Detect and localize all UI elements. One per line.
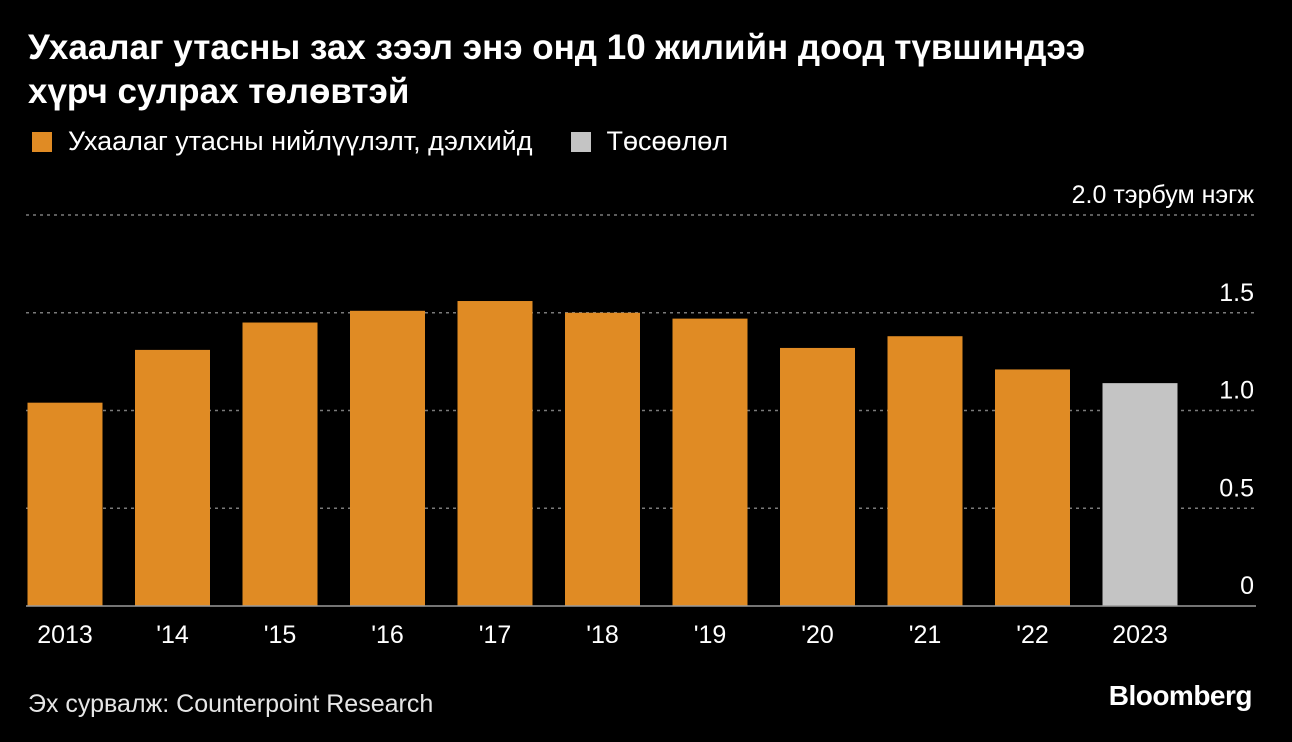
x-tick-label: '15: [264, 621, 297, 649]
legend-item-forecast: Төсөөлөл: [570, 126, 729, 157]
chart-title-line-2: хүрч сулрах төлөвтэй: [28, 72, 410, 111]
x-tick-label: '16: [371, 621, 404, 649]
bar-19: [672, 318, 748, 606]
legend-label-forecast: Төсөөлөл: [606, 126, 729, 156]
legend: Ухаалаг утасны нийлүүлэлт, дэлхийд Төсөө…: [32, 126, 766, 157]
legend-item-shipments: Ухаалаг утасны нийлүүлэлт, дэлхийд: [32, 126, 533, 157]
bar-16: [350, 310, 425, 606]
bar-17: [457, 301, 533, 606]
chart-title-line-1: Ухаалаг утасны зах зээл энэ онд 10 жилий…: [28, 28, 1086, 67]
y-tick-label: 0: [1240, 572, 1254, 600]
legend-label-shipments: Ухаалаг утасны нийлүүлэлт, дэлхийд: [68, 126, 533, 156]
axes: 0 0.5 1.0 1.5 2.0 тэрбум нэгж 2013 '14 '15 '16 '1…: [26, 181, 1256, 649]
y-tick-label: 0.5: [1219, 474, 1254, 502]
legend-swatch-shipments: [32, 131, 52, 152]
x-tick-label: '19: [694, 621, 727, 649]
y-tick-label: 1.0: [1219, 377, 1254, 405]
bloomberg-logo: Bloomberg: [1108, 680, 1253, 711]
source-note: Эх сурвалж: Counterpoint Research: [28, 690, 434, 718]
bar-15: [242, 322, 318, 606]
bar-14: [135, 349, 210, 606]
legend-swatch-forecast: [570, 131, 591, 152]
y-tick-label: 1.5: [1219, 279, 1254, 307]
y-tick-label: 2.0 тэрбум нэгж: [1072, 181, 1255, 209]
x-tick-label: '17: [479, 621, 512, 649]
bar-22: [995, 369, 1070, 606]
bar-2013: [27, 402, 103, 606]
x-tick-label: 2023: [1112, 621, 1168, 649]
x-tick-label: '20: [801, 621, 834, 649]
bar-20: [780, 347, 855, 606]
x-tick-label: '21: [909, 621, 942, 649]
chart-title: Ухаалаг утасны зах зээл энэ онд 10 жилий…: [28, 26, 1248, 114]
bars: [27, 301, 1178, 606]
gridlines: [26, 214, 1256, 509]
bar-21: [887, 336, 963, 606]
x-tick-label: '14: [156, 621, 189, 649]
x-tick-label: 2013: [37, 621, 93, 649]
bar-2023: [1102, 383, 1178, 606]
x-tick-label: '22: [1016, 621, 1049, 649]
bar-18: [565, 312, 640, 606]
x-tick-label: '18: [586, 621, 619, 649]
